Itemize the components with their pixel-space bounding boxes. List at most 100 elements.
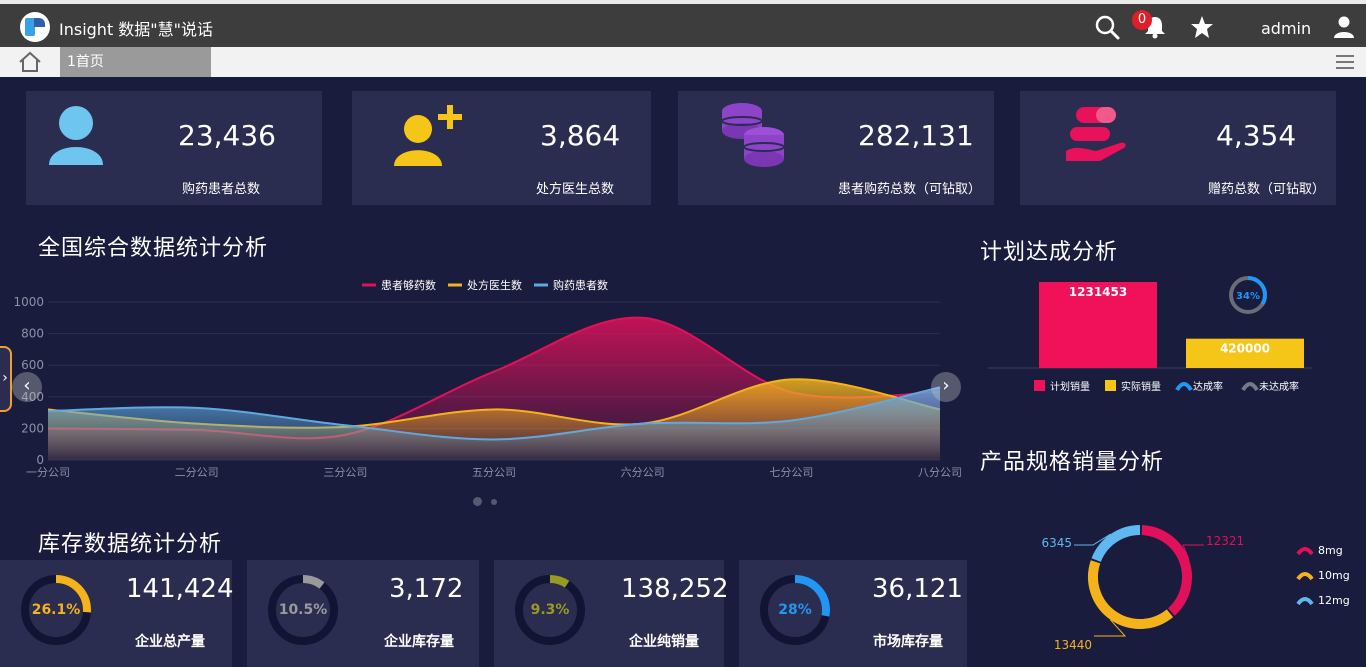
stat-card-purchases[interactable]: 282,131 患者购药总数（可钻取） (678, 91, 994, 205)
percent-ring (268, 575, 338, 645)
stat-label: 患者购药总数（可钻取） (838, 182, 982, 197)
stat-value: 4,354 (1216, 119, 1297, 152)
x-tick-label: 七分公司 (769, 466, 813, 479)
bar-label: 1231453 (1069, 285, 1127, 299)
legend-swatch (1175, 382, 1193, 392)
percent-label: 26.1% (31, 602, 81, 618)
stat-value: 3,864 (540, 119, 621, 152)
slice-label: 13440 (1054, 638, 1092, 652)
legend-swatch (1296, 597, 1314, 606)
side-panel-toggle[interactable]: › (0, 346, 12, 412)
legend-swatch (1241, 382, 1259, 392)
series-area (48, 387, 940, 460)
x-tick-label: 六分公司 (621, 466, 665, 479)
donut-slice (1088, 560, 1174, 629)
section-title-inventory: 库存数据统计分析 (38, 532, 223, 557)
app-title: Insight 数据"慧"说话 (59, 20, 214, 39)
x-tick-label: 一分公司 (26, 466, 70, 479)
inventory-label: 企业纯销量 (629, 634, 699, 650)
gauge-label: 34% (1236, 291, 1260, 302)
inventory-card[interactable]: 28% 36,121 市场库存量 (739, 560, 967, 667)
legend-label: 10mg (1318, 569, 1350, 582)
slice-label: 6345 (1041, 536, 1072, 550)
star-icon[interactable] (1189, 14, 1215, 40)
inventory-card[interactable]: 10.5% 3,172 企业库存量 (247, 560, 479, 667)
label-leader (1094, 619, 1127, 637)
chart-next-button[interactable]: › (931, 372, 961, 402)
notification-badge: 0 (1132, 10, 1152, 30)
menu-icon[interactable] (1336, 54, 1354, 70)
tab-bar: 1首页 (0, 47, 1366, 77)
legend-label: 处方医生数 (467, 278, 522, 292)
app-logo (20, 12, 50, 42)
stat-label: 购药患者总数 (182, 182, 261, 197)
legend-swatch (1034, 380, 1045, 391)
national-area-chart: 0 200 400 600 800 1000 一分公司 二分公司 三分公司 五分公司 六分公司 七分公… (13, 278, 962, 479)
user-name[interactable]: admin (1261, 19, 1312, 38)
percent-label: 28% (778, 602, 812, 618)
legend-label: 患者够药数 (381, 279, 436, 292)
bar (1039, 282, 1157, 368)
donut-slice (1141, 525, 1192, 616)
section-title-plan: 计划达成分析 (980, 240, 1119, 265)
legend-label: 计划销量 (1050, 380, 1090, 393)
series-line (47, 386, 941, 441)
percent-label: 10.5% (278, 602, 328, 618)
add-user-icon (394, 105, 462, 166)
home-icon[interactable] (18, 51, 42, 73)
user-icon (49, 106, 103, 165)
percent-ring (515, 575, 585, 645)
stat-value: 23,436 (178, 119, 276, 152)
chart-prev-button[interactable]: ‹ (12, 372, 42, 402)
top-bar: Insight 数据"慧"说话 0 admin (0, 0, 1366, 47)
y-tick-label: 1000 (13, 295, 44, 309)
inventory-value: 141,424 (126, 574, 234, 604)
user-avatar-icon[interactable] (1331, 14, 1357, 40)
y-tick-label: 200 (21, 421, 44, 435)
percent-ring-arc (515, 575, 585, 645)
percent-ring-arc (760, 575, 830, 645)
legend-label: 未达成率 (1259, 380, 1299, 393)
stat-card-doctors[interactable]: 3,864 处方医生总数 (352, 91, 651, 205)
plan-bar-chart: 1231453 420000 34% 计划销量 实际销量 达成率 未达成率 (988, 276, 1312, 393)
stat-card-patients[interactable]: 23,436 购药患者总数 (26, 91, 322, 205)
inventory-value: 36,121 (872, 574, 963, 604)
legend-label: 8mg (1318, 544, 1343, 557)
slice-label: 12321 (1206, 534, 1244, 548)
legend-swatch (1296, 572, 1314, 581)
percent-label: 9.3% (530, 602, 570, 618)
legend-label: 实际销量 (1121, 380, 1161, 393)
pill-hand-icon (1066, 107, 1126, 161)
inventory-value: 138,252 (621, 574, 729, 604)
inventory-value: 3,172 (389, 574, 464, 604)
stat-value: 282,131 (858, 119, 974, 152)
x-tick-label: 五分公司 (472, 466, 516, 479)
donut-slice (1091, 525, 1141, 563)
y-tick-label: 600 (21, 358, 44, 372)
coins-icon (721, 103, 785, 167)
legend-label: 达成率 (1193, 380, 1223, 393)
section-title-spec: 产品规格销量分析 (980, 450, 1165, 475)
x-tick-label: 二分公司 (175, 466, 219, 479)
search-icon[interactable] (1094, 14, 1120, 40)
stat-card-gifts[interactable]: 4,354 赠药总数（可钻取） (1020, 91, 1336, 205)
inventory-card[interactable]: 26.1% 141,424 企业总产量 (0, 560, 234, 667)
legend-label: 12mg (1318, 594, 1350, 607)
x-tick-label: 三分公司 (323, 466, 367, 479)
inventory-card[interactable]: 9.3% 138,252 企业纯销量 (494, 560, 729, 667)
label-leader (1182, 544, 1204, 560)
legend-label: 购药患者数 (553, 278, 608, 292)
stat-label: 赠药总数（可钻取） (1208, 182, 1326, 197)
percent-ring (21, 575, 91, 645)
x-tick-label: 八分公司 (918, 466, 962, 479)
percent-ring (760, 575, 830, 645)
bar-label: 420000 (1220, 342, 1270, 356)
inventory-label: 市场库存量 (873, 634, 943, 650)
carousel-dot[interactable] (491, 499, 497, 505)
gauge-arc (1229, 276, 1267, 314)
y-tick-label: 400 (21, 390, 44, 404)
tab-home[interactable]: 1首页 (60, 47, 211, 77)
percent-ring-arc (21, 575, 91, 645)
y-tick-label: 800 (21, 327, 44, 341)
carousel-dot-active[interactable] (473, 497, 482, 506)
